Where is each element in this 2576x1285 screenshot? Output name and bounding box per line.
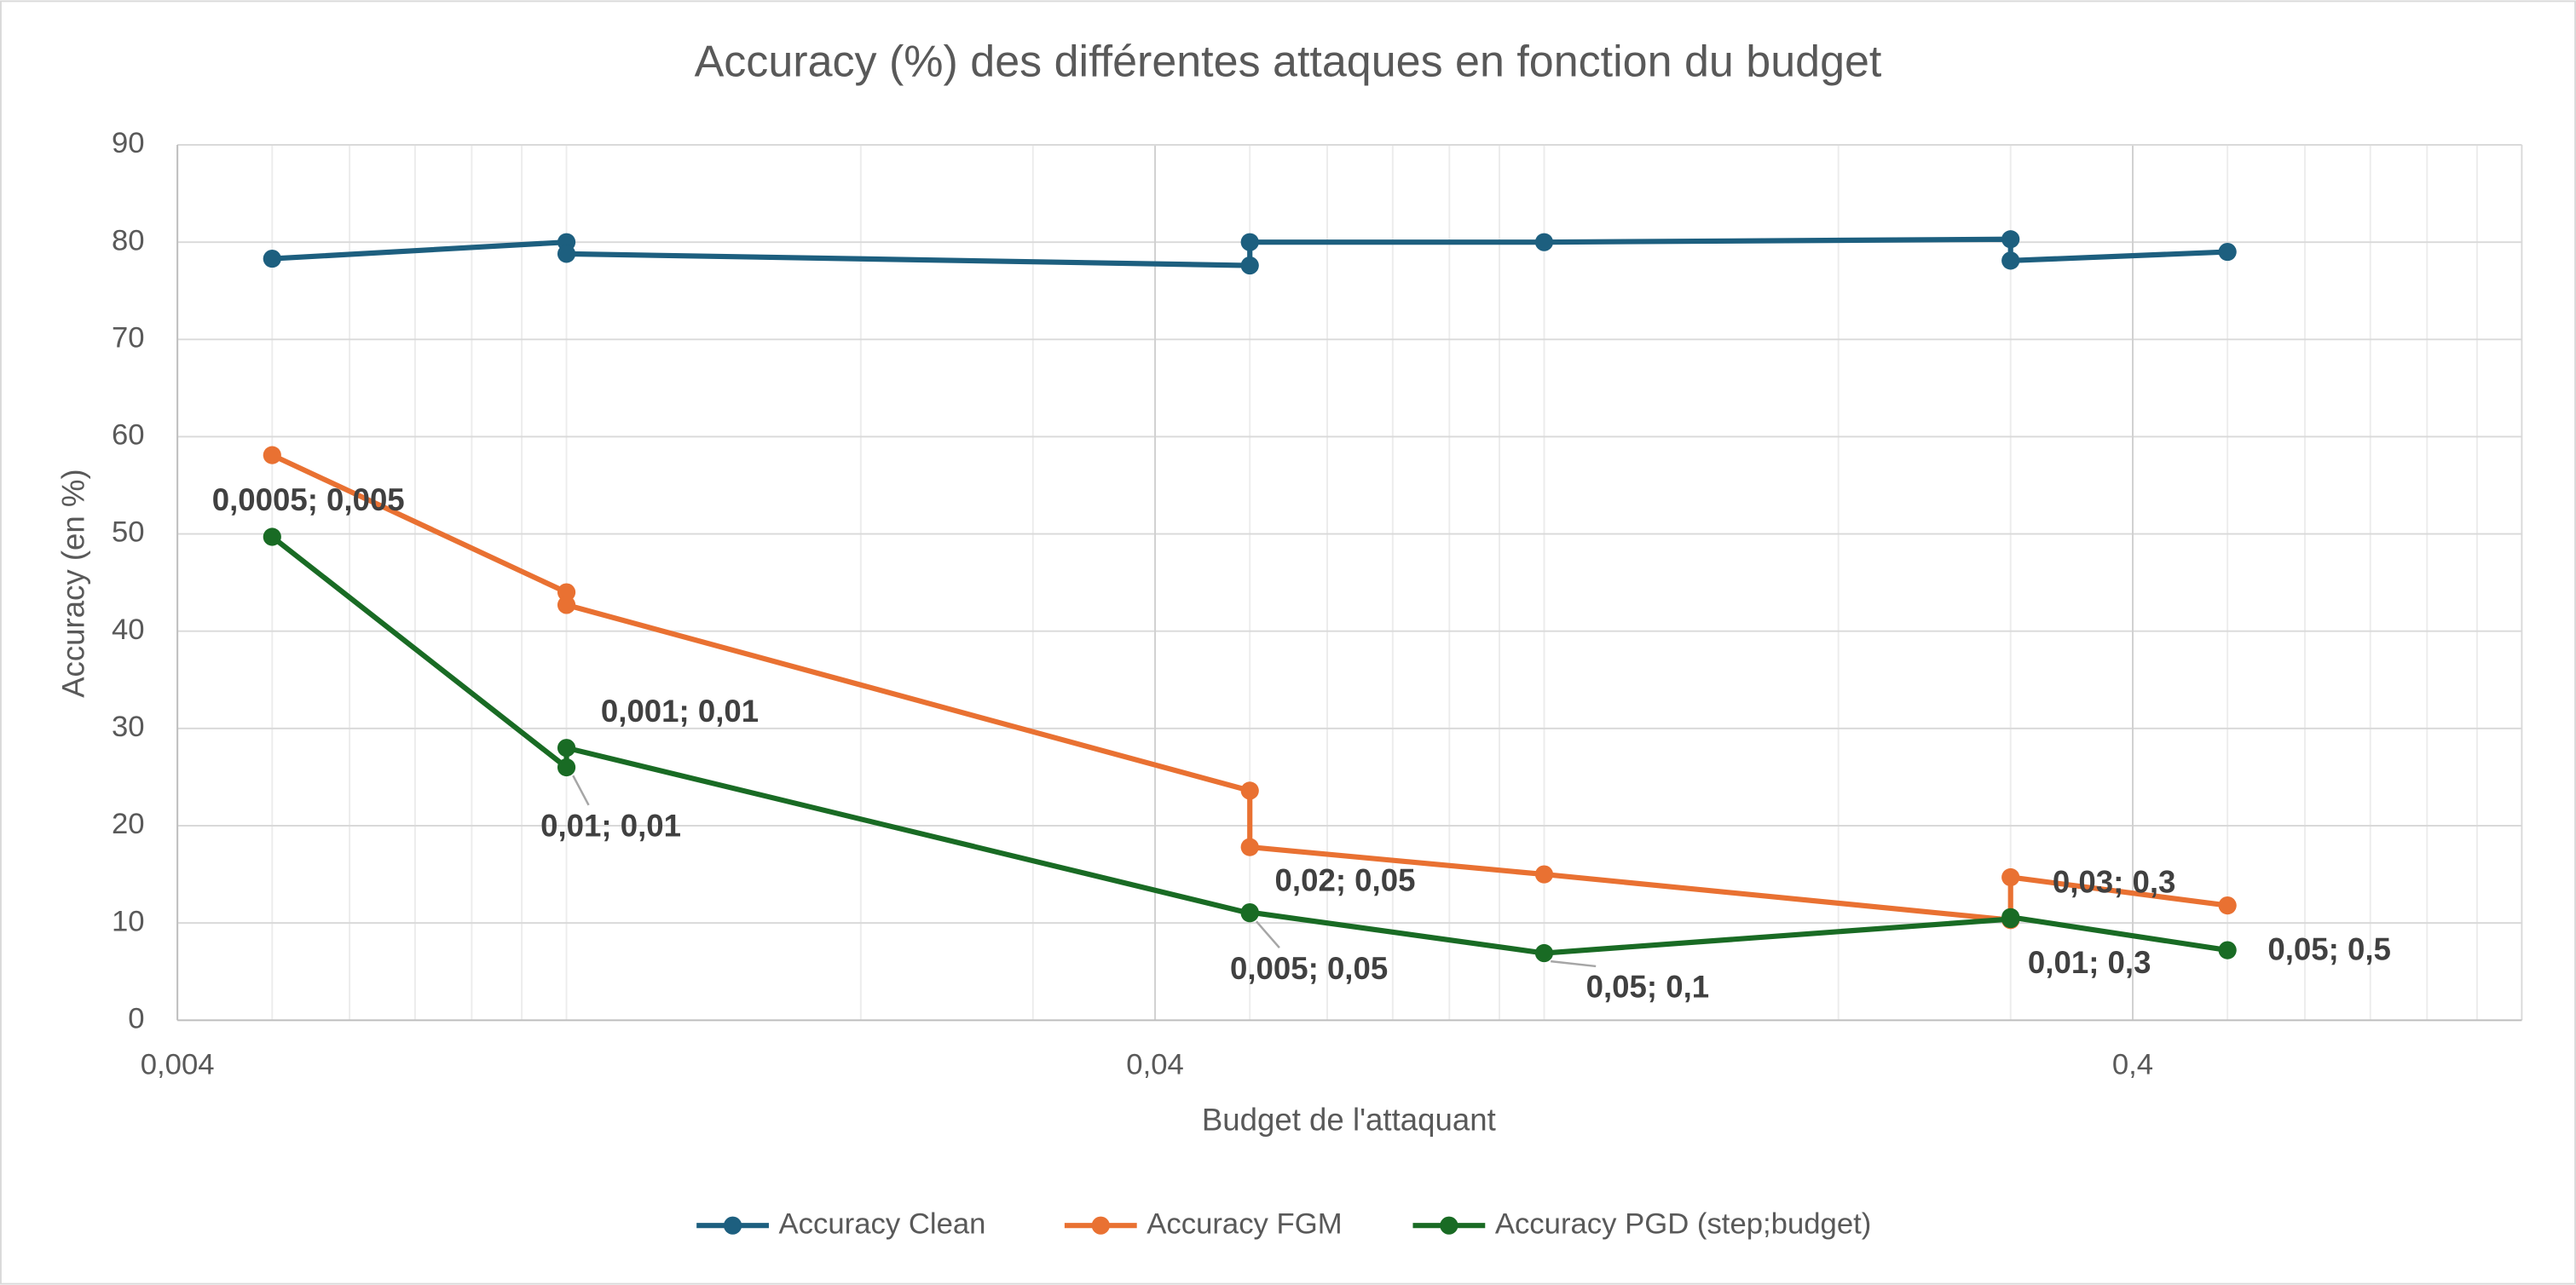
data-point — [1534, 865, 1554, 884]
legend: Accuracy Clean Accuracy FGM Accuracy PGD (… — [696, 1207, 1871, 1240]
y-tick-label: 0 — [128, 1002, 144, 1034]
data-point — [263, 446, 281, 464]
data-label: 0,02; 0,05 — [1275, 863, 1416, 898]
data-label: 0,03; 0,3 — [2053, 864, 2176, 899]
data-point — [1240, 256, 1259, 275]
y-tick-label: 90 — [112, 127, 145, 159]
data-point — [1240, 233, 1259, 251]
data-point — [2001, 908, 2020, 926]
y-tick-label: 40 — [112, 614, 145, 646]
data-label: 0,05; 0,1 — [1586, 970, 1710, 1005]
data-label: 0,01; 0,3 — [2028, 945, 2151, 980]
y-tick-label: 10 — [112, 905, 145, 937]
grid: 0 10 20 30 40 50 60 70 80 90 0,004 0,04 0,4 — [112, 127, 2523, 1080]
data-point — [1534, 943, 1554, 963]
data-label: 0,0005; 0,005 — [212, 482, 405, 517]
data-point — [1240, 902, 1259, 922]
y-tick-label: 50 — [112, 516, 145, 549]
y-tick-label: 30 — [112, 711, 145, 743]
data-point — [1240, 781, 1259, 800]
legend-swatch-marker — [1091, 1216, 1110, 1235]
x-tick-label: 0,004 — [141, 1048, 215, 1080]
x-tick-label: 0,4 — [2112, 1048, 2153, 1080]
data-point — [1240, 838, 1259, 856]
data-point — [2218, 896, 2237, 915]
data-label: 0,005; 0,05 — [1230, 951, 1388, 986]
data-point — [557, 739, 576, 758]
data-point — [263, 249, 281, 268]
data-point — [557, 758, 576, 777]
legend-swatch-marker — [1440, 1216, 1458, 1235]
y-axis-label: Accuracy (en %) — [55, 469, 90, 698]
data-point — [557, 596, 576, 614]
label-leader — [1255, 920, 1280, 949]
data-label: 0,05; 0,5 — [2267, 932, 2391, 967]
data-point — [2218, 941, 2237, 959]
x-axis-label: Budget de l'attaquant — [1202, 1102, 1496, 1137]
plot: 0,0005; 0,005 0,01; 0,01 0,001; 0,01 0,005;… — [212, 230, 2391, 1005]
data-point — [1534, 233, 1554, 251]
y-tick-label: 70 — [112, 321, 145, 354]
y-tick-label: 20 — [112, 808, 145, 840]
legend-swatch-marker — [723, 1216, 742, 1235]
legend-label: Accuracy FGM — [1146, 1207, 1342, 1240]
x-tick-label: 0,04 — [1126, 1048, 1184, 1080]
label-leader — [572, 775, 590, 806]
data-point — [557, 245, 576, 263]
data-point — [2001, 230, 2020, 249]
legend-label: Accuracy Clean — [779, 1207, 986, 1240]
y-tick-label: 60 — [112, 419, 145, 452]
data-point — [2001, 251, 2020, 270]
legend-label: Accuracy PGD (step;budget) — [1495, 1207, 1872, 1240]
label-leader — [1551, 959, 1597, 968]
data-label: 0,001; 0,01 — [601, 694, 759, 729]
data-point — [557, 583, 576, 602]
chart-title: Accuracy (%) des différentes attaques en… — [695, 37, 1882, 86]
y-tick-label: 80 — [112, 224, 145, 256]
data-point — [2001, 867, 2020, 887]
data-point — [263, 527, 281, 546]
data-label: 0,01; 0,01 — [540, 808, 681, 843]
data-point — [2218, 242, 2237, 262]
